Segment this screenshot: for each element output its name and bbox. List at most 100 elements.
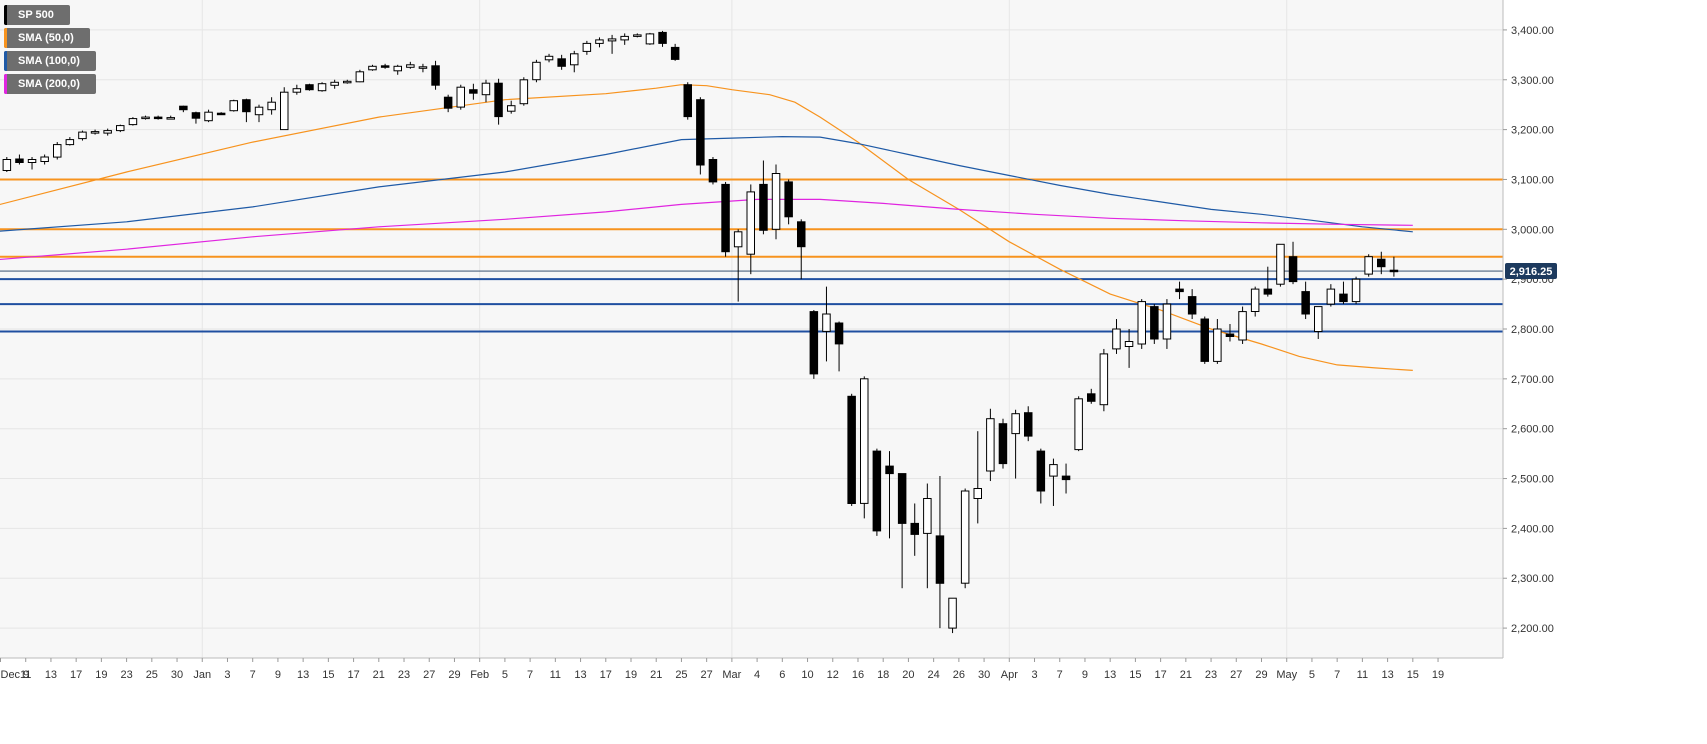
y-tick-label: 3,200.00: [1511, 125, 1554, 137]
candle: [1175, 281, 1184, 300]
candle: [166, 115, 175, 120]
candle-body: [406, 64, 415, 68]
legend-item-sma200[interactable]: SMA (200,0): [4, 74, 96, 94]
candle: [431, 60, 440, 90]
candle: [847, 393, 856, 506]
candle-body: [116, 125, 125, 132]
candle: [1061, 463, 1071, 494]
candle: [103, 128, 112, 136]
y-tick-label: 3,000.00: [1511, 224, 1554, 236]
x-tick-label: May: [1276, 669, 1297, 681]
candle-body: [78, 131, 87, 140]
x-tick-label: 3: [224, 669, 230, 681]
candle-body: [1339, 293, 1348, 303]
x-tick-label: 15: [1129, 669, 1141, 681]
candle: [15, 154, 24, 165]
candle: [153, 115, 163, 120]
candle: [797, 219, 806, 280]
candle: [1276, 243, 1285, 287]
x-tick-label: 7: [1057, 669, 1063, 681]
candle-body: [797, 221, 806, 248]
x-tick-label: 27: [701, 669, 713, 681]
x-tick-label: 18: [877, 669, 889, 681]
candle: [973, 431, 982, 524]
x-tick-label: 24: [928, 669, 940, 681]
candle-body: [519, 79, 529, 105]
legend-swatch: [4, 51, 7, 71]
legend-swatch: [4, 5, 7, 25]
candle: [204, 109, 213, 123]
candle-body: [494, 82, 503, 118]
candle: [305, 83, 314, 91]
candle-body: [1263, 288, 1273, 295]
candle: [771, 164, 781, 240]
candle: [595, 37, 604, 48]
candle-body: [1175, 288, 1184, 293]
candle-body: [216, 112, 226, 116]
candle-body: [481, 82, 491, 96]
x-tick-label: 21: [650, 669, 662, 681]
candle: [116, 124, 125, 133]
candle-body: [1200, 318, 1209, 362]
candle: [481, 79, 491, 103]
candle: [708, 157, 718, 185]
candle-body: [973, 488, 982, 499]
candle: [1213, 319, 1222, 364]
candle-body: [1314, 306, 1323, 333]
candle-body: [355, 71, 365, 83]
candle: [519, 77, 529, 106]
x-tick-label: 11: [1357, 669, 1368, 681]
candle-body: [456, 86, 465, 108]
candle: [557, 54, 566, 70]
candle: [443, 94, 453, 113]
candle-body: [910, 522, 919, 535]
candle-body: [960, 490, 970, 584]
candle: [90, 129, 100, 135]
candle: [1074, 396, 1083, 452]
x-tick-label: 7: [527, 669, 533, 681]
candle-body: [15, 158, 24, 163]
candle-body: [1099, 353, 1109, 406]
candle: [65, 137, 75, 146]
legend-item-sp500[interactable]: SP 500: [4, 5, 70, 25]
x-tick-label: 20: [902, 669, 914, 681]
x-tick-label: Apr: [1001, 669, 1018, 681]
x-tick-label: 23: [1205, 669, 1217, 681]
candle: [1351, 276, 1361, 305]
candle: [998, 418, 1008, 469]
x-tick-label: 27: [1230, 669, 1242, 681]
candle: [1200, 316, 1209, 364]
y-axis-ticks: 2,200.00 2,300.00 2,400.00 2,500.00 2,600.00…: [1503, 25, 1554, 635]
candle-body: [860, 378, 869, 504]
candle-body: [469, 89, 478, 94]
candle-body: [317, 83, 327, 92]
x-tick-label: 13: [297, 669, 309, 681]
candle: [1087, 388, 1096, 404]
candle: [40, 154, 49, 165]
x-tick-label: Dec 9: [1, 669, 30, 681]
candle-body: [153, 116, 163, 120]
candle: [532, 59, 541, 83]
candle-body: [267, 101, 276, 111]
legend-item-sma50[interactable]: SMA (50,0): [4, 28, 90, 48]
x-tick-label: Mar: [722, 669, 741, 681]
candle-body: [443, 96, 453, 109]
x-tick-label: 5: [502, 669, 508, 681]
candle: [242, 98, 251, 123]
x-tick-label: 17: [600, 669, 612, 681]
candle: [1162, 299, 1172, 349]
candle-body: [330, 81, 339, 86]
candle-body: [733, 231, 743, 248]
x-tick-label: 9: [1082, 669, 1088, 681]
legend-item-sma100[interactable]: SMA (100,0): [4, 51, 96, 71]
y-tick-label: 2,800.00: [1511, 324, 1554, 336]
candle: [1024, 406, 1033, 442]
candle-body: [40, 156, 49, 162]
candle-body: [582, 42, 592, 52]
candle-body: [923, 498, 932, 534]
candle-body: [204, 111, 213, 122]
legend-label: SMA (50,0): [18, 32, 74, 44]
candle: [872, 448, 882, 536]
x-tick-label: 27: [423, 669, 435, 681]
candle: [923, 483, 932, 589]
